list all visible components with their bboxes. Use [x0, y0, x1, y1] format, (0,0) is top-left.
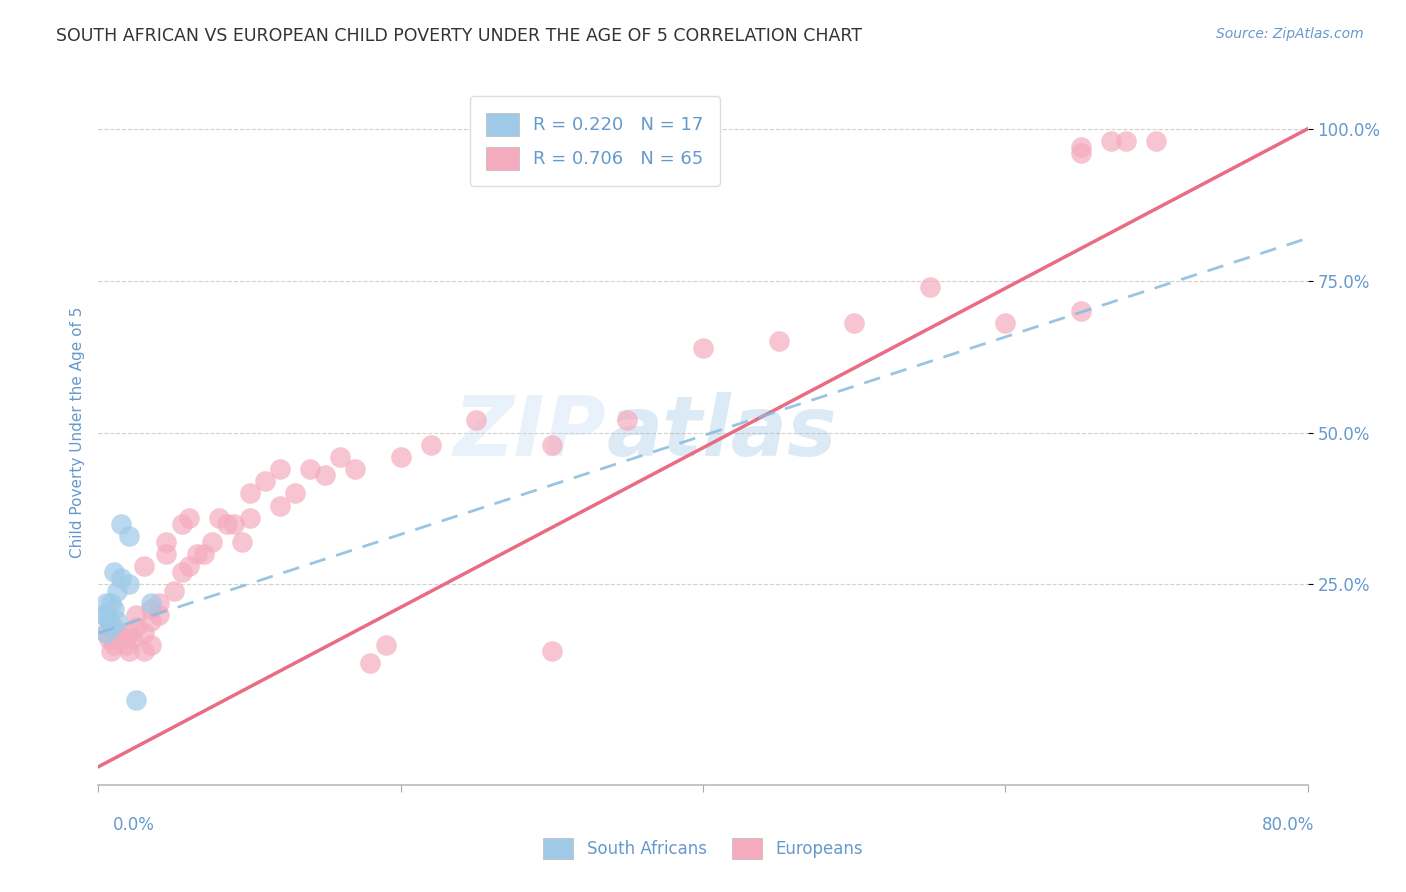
Point [1070, 304, 1092, 318]
Point [201, 535, 224, 549]
Point [125, 693, 148, 707]
Point [94, 626, 117, 640]
Point [284, 486, 307, 500]
Point [163, 583, 186, 598]
Legend: South Africans, Europeans: South Africans, Europeans [537, 831, 869, 866]
Point [91, 607, 114, 622]
Point [918, 280, 941, 294]
Point [329, 450, 352, 464]
Point [239, 510, 262, 524]
Point [768, 334, 790, 349]
Point [105, 583, 128, 598]
Point [98, 632, 121, 647]
Point [844, 316, 866, 330]
Point [110, 632, 132, 647]
Point [103, 601, 125, 615]
Point [103, 566, 125, 580]
Point [692, 341, 714, 355]
Point [1070, 146, 1092, 161]
Point [994, 316, 1017, 330]
Point [110, 571, 132, 585]
Point [110, 516, 132, 531]
Text: 0.0%: 0.0% [112, 816, 155, 834]
Point [141, 601, 163, 615]
Point [179, 559, 201, 574]
Point [98, 614, 121, 628]
Point [1099, 134, 1122, 148]
Point [94, 607, 117, 622]
Point [100, 596, 122, 610]
Point [344, 462, 367, 476]
Point [105, 632, 128, 647]
Legend: R = 0.220   N = 17, R = 0.706   N = 65: R = 0.220 N = 17, R = 0.706 N = 65 [470, 96, 720, 186]
Point [465, 413, 488, 427]
Point [1115, 134, 1137, 148]
Point [231, 535, 253, 549]
Point [103, 638, 125, 652]
Point [208, 510, 231, 524]
Point [155, 547, 177, 561]
Point [125, 620, 148, 634]
Point [269, 499, 291, 513]
Point [540, 644, 562, 658]
Y-axis label: Child Poverty Under the Age of 5: Child Poverty Under the Age of 5 [69, 307, 84, 558]
Point [100, 644, 122, 658]
Point [118, 626, 141, 640]
Text: atlas: atlas [606, 392, 837, 473]
Point [170, 516, 193, 531]
Point [141, 596, 163, 610]
Text: SOUTH AFRICAN VS EUROPEAN CHILD POVERTY UNDER THE AGE OF 5 CORRELATION CHART: SOUTH AFRICAN VS EUROPEAN CHILD POVERTY … [56, 27, 862, 45]
Text: Source: ZipAtlas.com: Source: ZipAtlas.com [1216, 27, 1364, 41]
Point [193, 547, 215, 561]
Point [253, 474, 276, 488]
Point [616, 413, 638, 427]
Point [107, 626, 129, 640]
Point [314, 468, 336, 483]
Point [132, 626, 155, 640]
Point [360, 657, 382, 671]
Point [269, 462, 291, 476]
Point [121, 632, 143, 647]
Text: 80.0%: 80.0% [1263, 816, 1315, 834]
Point [141, 614, 163, 628]
Point [118, 644, 141, 658]
Point [118, 529, 141, 543]
Point [239, 486, 262, 500]
Point [186, 547, 208, 561]
Point [132, 644, 155, 658]
Point [103, 620, 125, 634]
Point [94, 596, 117, 610]
Point [100, 620, 122, 634]
Point [114, 638, 136, 652]
Point [170, 566, 193, 580]
Point [148, 607, 170, 622]
Point [155, 535, 177, 549]
Point [94, 626, 117, 640]
Point [389, 450, 412, 464]
Point [420, 438, 443, 452]
Point [299, 462, 322, 476]
Point [141, 638, 163, 652]
Point [374, 638, 396, 652]
Point [132, 559, 155, 574]
Point [1146, 134, 1168, 148]
Text: ZIP: ZIP [454, 392, 606, 473]
Point [1070, 140, 1092, 154]
Point [148, 596, 170, 610]
Point [179, 510, 201, 524]
Point [224, 516, 246, 531]
Point [215, 516, 238, 531]
Point [540, 438, 562, 452]
Point [125, 607, 148, 622]
Point [118, 577, 141, 591]
Point [105, 614, 128, 628]
